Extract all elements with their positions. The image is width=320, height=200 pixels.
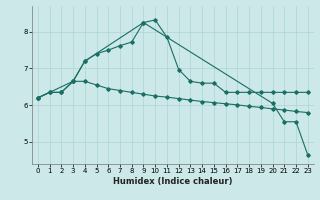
X-axis label: Humidex (Indice chaleur): Humidex (Indice chaleur): [113, 177, 233, 186]
